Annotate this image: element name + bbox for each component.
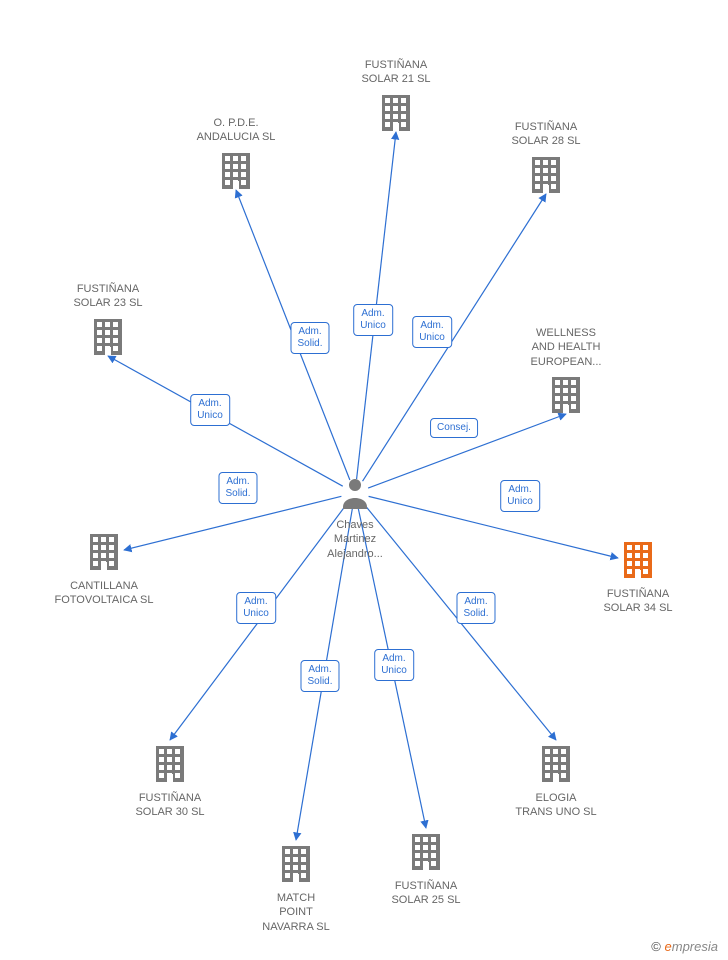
edge-label: Adm.Solid. [218,472,257,504]
building-icon [218,149,254,194]
edge-label: Adm.Unico [236,592,276,624]
building-icon [378,91,414,136]
node-label: CANTILLANAFOTOVOLTAICA SL [44,579,164,608]
building-icon [538,742,574,787]
edge-label: Adm.Solid. [300,660,339,692]
company-node[interactable]: ELOGIATRANS UNO SL [496,742,616,820]
company-node[interactable]: FUSTIÑANASOLAR 30 SL [110,742,230,820]
edge-label: Adm.Solid. [290,322,329,354]
node-label: ELOGIATRANS UNO SL [496,791,616,820]
building-icon [278,842,314,887]
edge-label: Consej. [430,418,478,438]
edge-label: Adm.Unico [500,480,540,512]
person-node[interactable]: ChavesMartinezAlejandro... [295,477,415,561]
node-label: WELLNESSAND HEALTHEUROPEAN... [506,326,626,369]
person-icon [341,477,369,514]
company-node[interactable]: FUSTIÑANASOLAR 21 SL [336,58,456,136]
building-icon [90,315,126,360]
building-icon [620,538,656,583]
edge-label: Adm.Unico [190,394,230,426]
company-node[interactable]: CANTILLANAFOTOVOLTAICA SL [44,530,164,608]
building-icon [86,530,122,575]
edge-label: Adm.Unico [412,316,452,348]
edge-label: Adm.Unico [374,649,414,681]
company-node[interactable]: O. P.D.E.ANDALUCIA SL [176,116,296,194]
node-label: FUSTIÑANASOLAR 23 SL [48,282,168,311]
company-node[interactable]: FUSTIÑANASOLAR 25 SL [366,830,486,908]
company-node[interactable]: WELLNESSAND HEALTHEUROPEAN... [506,326,626,418]
node-label: FUSTIÑANASOLAR 21 SL [336,58,456,87]
building-icon [408,830,444,875]
watermark: © empresia [651,939,718,954]
building-icon [548,373,584,418]
edge-label: Adm.Unico [353,304,393,336]
building-icon [152,742,188,787]
building-icon [528,153,564,198]
node-label: FUSTIÑANASOLAR 30 SL [110,791,230,820]
node-label: ChavesMartinezAlejandro... [295,518,415,561]
node-label: FUSTIÑANASOLAR 34 SL [578,587,698,616]
company-node[interactable]: FUSTIÑANASOLAR 23 SL [48,282,168,360]
company-node[interactable]: FUSTIÑANASOLAR 28 SL [486,120,606,198]
copyright-symbol: © [651,939,661,954]
node-label: O. P.D.E.ANDALUCIA SL [176,116,296,145]
node-label: FUSTIÑANASOLAR 28 SL [486,120,606,149]
node-label: FUSTIÑANASOLAR 25 SL [366,879,486,908]
company-node[interactable]: MATCHPOINTNAVARRA SL [236,842,356,934]
node-label: MATCHPOINTNAVARRA SL [236,891,356,934]
company-node[interactable]: FUSTIÑANASOLAR 34 SL [578,538,698,616]
brand-name: empresia [665,939,718,954]
edge-label: Adm.Solid. [456,592,495,624]
